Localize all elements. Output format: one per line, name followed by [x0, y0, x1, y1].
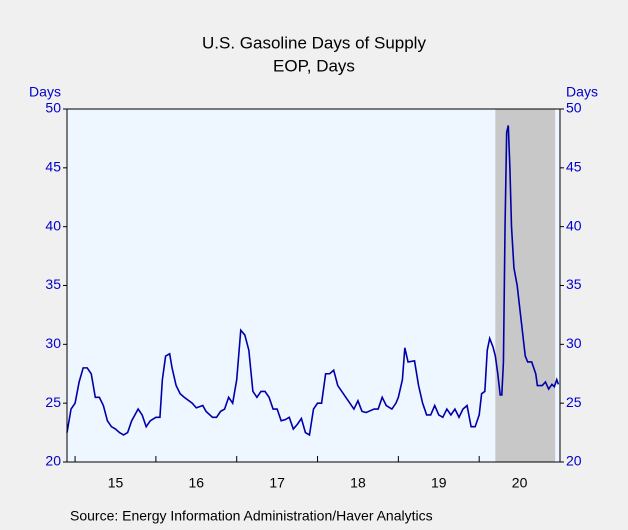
y2-axis-label: Days [566, 84, 598, 100]
x-tick-label: 15 [108, 475, 124, 491]
source-note: Source: Energy Information Administratio… [70, 508, 433, 524]
y-axis-label: Days [29, 84, 61, 100]
plot-area [67, 109, 560, 462]
x-tick-label: 16 [189, 475, 205, 491]
y-tick-label: 20 [45, 453, 61, 469]
y-tick-label: 45 [45, 159, 61, 175]
y2-tick-label: 40 [566, 217, 582, 233]
y2-tick-label: 30 [566, 335, 582, 351]
x-tick-label: 19 [431, 475, 447, 491]
y-tick-label: 35 [45, 276, 61, 292]
y-tick-label: 30 [45, 335, 61, 351]
series-line [66, 125, 560, 437]
x-tick-label: 17 [269, 475, 285, 491]
y2-tick-label: 35 [566, 276, 582, 292]
y-tick-label: 50 [45, 100, 61, 116]
x-tick-label: 20 [512, 475, 528, 491]
chart-title: U.S. Gasoline Days of Supply [202, 33, 426, 52]
y-tick-label: 40 [45, 217, 61, 233]
y2-tick-label: 20 [566, 453, 582, 469]
y2-tick-label: 45 [566, 159, 582, 175]
y2-tick-label: 50 [566, 100, 582, 116]
chart-subtitle: EOP, Days [273, 56, 355, 75]
y2-tick-label: 25 [566, 394, 582, 410]
y-tick-label: 25 [45, 394, 61, 410]
x-tick-label: 18 [350, 475, 366, 491]
plot-border [66, 108, 561, 463]
